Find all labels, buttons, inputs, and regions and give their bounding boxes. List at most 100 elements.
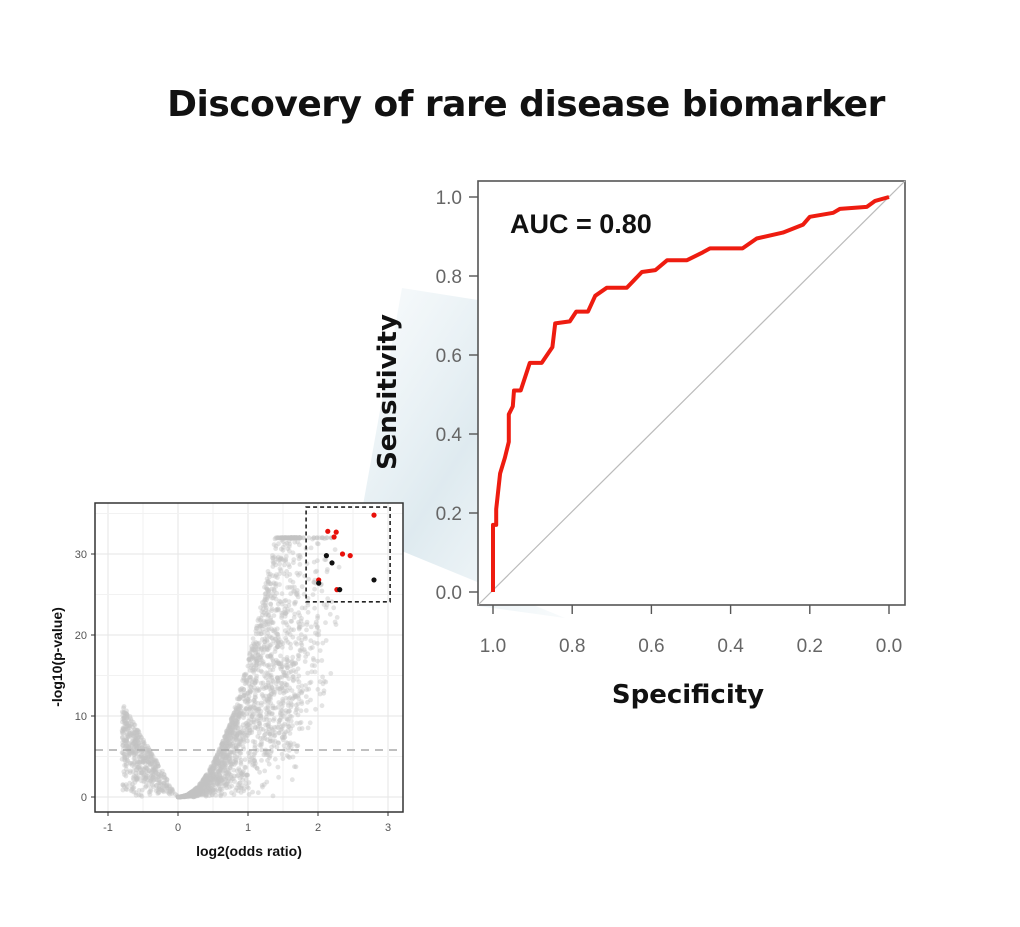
background-point (131, 749, 137, 755)
background-point (308, 645, 313, 651)
background-point (297, 647, 303, 653)
background-point (187, 794, 193, 799)
background-point (208, 777, 213, 783)
background-point (227, 724, 233, 730)
background-point (277, 690, 283, 695)
background-point (266, 662, 272, 668)
background-point (192, 789, 197, 795)
background-point (252, 750, 258, 756)
background-point (254, 653, 260, 659)
background-point (141, 767, 147, 772)
background-point (195, 787, 201, 793)
background-point (163, 784, 169, 789)
background-point (305, 699, 310, 705)
background-point (227, 732, 233, 737)
background-point (294, 706, 300, 711)
background-point (131, 741, 136, 747)
background-point (219, 745, 224, 751)
background-point (265, 630, 271, 636)
background-point (216, 759, 222, 765)
background-point (264, 663, 270, 668)
background-point (286, 603, 292, 608)
background-point (238, 760, 244, 765)
background-point (286, 745, 291, 751)
background-point (205, 783, 211, 789)
background-point (276, 607, 282, 613)
background-point (254, 716, 260, 722)
background-point (222, 756, 228, 761)
background-point (305, 602, 311, 608)
background-point (238, 732, 244, 738)
background-point (297, 535, 303, 541)
background-point (306, 686, 312, 692)
background-point (284, 622, 290, 628)
background-point (148, 774, 154, 779)
background-point (288, 742, 293, 748)
highlighted-point-red (371, 512, 377, 518)
background-point (128, 768, 133, 774)
background-point (323, 679, 329, 685)
background-point (285, 535, 291, 541)
background-point (145, 751, 150, 756)
background-point (255, 790, 261, 796)
background-point (290, 579, 296, 585)
background-point (270, 667, 276, 673)
background-point (291, 535, 297, 541)
background-point (256, 631, 262, 637)
background-point (291, 661, 297, 666)
background-point (244, 723, 250, 729)
background-point (178, 794, 184, 800)
background-point (132, 743, 138, 749)
background-point (176, 794, 182, 800)
background-point (289, 535, 294, 541)
background-point (161, 789, 167, 795)
background-point (139, 778, 144, 784)
x-tick-label: 1 (245, 822, 251, 834)
background-point (227, 723, 233, 729)
background-point (237, 739, 243, 745)
roc-chart: 0.0 0.2 0.4 0.6 0.8 1.0 1.0 0.8 0.6 0.4 0.2 0.0 AUC … (373, 180, 906, 710)
background-point (312, 586, 317, 592)
background-point (210, 766, 216, 772)
x-tick-label: 0.2 (797, 636, 823, 657)
background-point (277, 571, 282, 577)
background-point (281, 732, 287, 737)
background-point (266, 626, 272, 632)
background-point (278, 639, 284, 645)
background-point (214, 772, 220, 778)
background-point (170, 787, 175, 793)
background-point (295, 539, 300, 545)
background-point (237, 780, 243, 786)
background-point (288, 535, 293, 541)
background-point (278, 661, 284, 667)
background-point (291, 627, 296, 633)
background-point (280, 547, 286, 553)
background-point (282, 613, 288, 619)
background-point (241, 739, 247, 745)
y-axis-label: -log10(p-value) (49, 607, 65, 707)
background-point (291, 741, 297, 747)
background-point (203, 779, 208, 785)
auc-annotation: AUC = 0.80 (510, 209, 652, 239)
background-point (213, 792, 219, 798)
background-point (121, 751, 127, 757)
background-point (320, 681, 326, 687)
background-point (287, 632, 293, 637)
background-point (333, 622, 339, 627)
background-point (249, 663, 255, 669)
background-point (260, 626, 266, 632)
background-point (304, 627, 309, 633)
background-point (311, 640, 317, 646)
background-point (289, 535, 295, 541)
background-point (254, 678, 259, 684)
background-point (289, 535, 295, 541)
background-point (294, 592, 300, 598)
background-point (298, 648, 303, 654)
background-point (207, 772, 212, 778)
background-point (132, 734, 138, 739)
background-point (324, 569, 330, 575)
background-point (214, 757, 220, 763)
background-point (175, 794, 181, 800)
background-point (236, 703, 242, 709)
background-point (131, 760, 137, 766)
